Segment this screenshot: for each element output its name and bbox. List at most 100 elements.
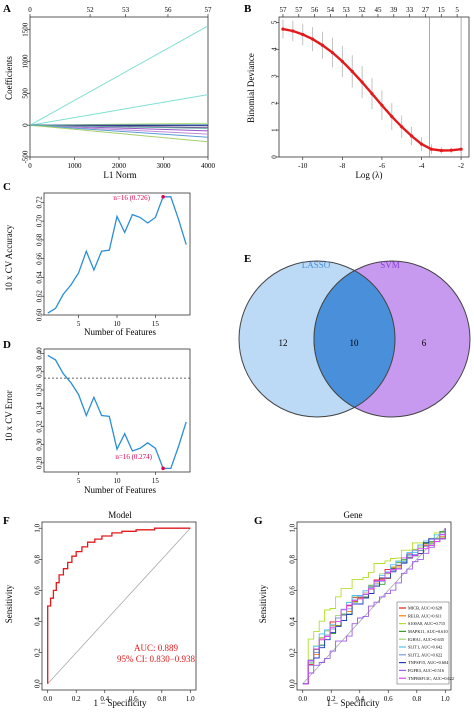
panel-a-ylabel: Coefficients [4,56,14,100]
venn-both-count: 10 [350,338,360,348]
panel-f-y-tick-label: 0.4 [34,617,42,626]
panel-a-top-tick-label: 57 [205,6,213,14]
panel-c-y-tick-label: 0.70 [36,215,44,228]
panel-d-y-tick-label: 0.36 [36,383,44,396]
panel-f-ci-text: 95% CI: 0.830−0.938 [117,654,196,664]
panel-d-ylabel: 10 x CV Error [4,390,14,442]
panel-b-top-tick-label: 56 [311,6,319,14]
panel-b-point [311,37,315,41]
panel-c-frame [43,192,191,316]
panel-a-y-tick-label: 1500 [22,22,30,37]
panel-b-point [429,147,433,151]
panel-g-legend-label-0: MICB, AUC=0.628 [408,606,442,612]
panel-d-x-tick-label: 5 [77,477,81,485]
panel-a-path-7 [29,124,209,135]
panel-b-point [449,148,453,152]
panel-b-x-tick-label: -2 [458,162,464,170]
panel-b-x-tick-label: -4 [419,162,425,170]
panel-b-top-tick-label: 57 [295,6,303,14]
panel-g-y-tick-label: 0.2 [289,648,297,657]
panel-b-point [320,43,325,47]
panel-b-top-tick-label: 27 [422,6,430,14]
panel-d-x-tick-label: 10 [114,477,122,485]
panel-b-ylabel: Binomial Deviance [246,53,256,123]
panel-g-legend-label-5: SLIT1, AUC=0.642 [408,645,442,651]
panel-d-best-point [161,466,165,471]
panel-a-top-tick-label: 56 [164,6,172,14]
panel-c-y-tick-label: 0.68 [36,233,44,246]
venn-lasso-only-count: 12 [279,338,288,348]
panel-g-y-tick-label: 0.4 [289,617,297,626]
panel-d-annotation: n=16 (0.274) [115,453,152,461]
panel-b-point [330,50,335,55]
panel-d-y-tick-label: 0.30 [36,438,44,451]
panel-b-top-tick-label: 57 [279,6,287,14]
panel-a-y-tick-label: 0 [22,123,30,127]
panel-b-point [400,125,404,129]
panel-g-x-tick-label: 0.6 [384,695,393,703]
panel-a-path-1 [29,94,209,126]
panel-f-x-tick-label: 0.8 [157,695,166,703]
panel-f-ylabel: Sensitivity [4,584,14,623]
panel-g-legend-label-2: S100A8, AUC=0.715 [408,621,445,627]
panel-d-y-tick-label: 0.40 [36,347,44,360]
panel-a-path-9 [29,124,209,143]
venn-overlap [313,270,396,408]
panel-letter-b: B [244,3,252,15]
panel-b-top-tick-label: 5 [455,6,459,14]
panel-d-line [47,354,187,470]
panel-letter-c: C [3,181,11,193]
panel-b-y-tick-label: 1 [271,128,279,132]
panel-a-x-tick-label: 3000 [157,162,172,170]
panel-d-y-tick-label: 0.38 [36,365,44,378]
panel-b-top-tick-label: 39 [390,6,398,14]
panel-g-y-tick-label: 0.8 [289,554,297,563]
panel-f-x-tick-label: 0.0 [43,695,52,703]
panel-g-roc-line-9 [302,528,446,685]
panel-d-xlabel: Number of Features [84,485,156,495]
panel-c-y-tick-label: 0.64 [36,271,44,284]
panel-b-top-tick-label: 33 [406,6,414,14]
panel-b-point [380,103,384,107]
panel-f-x-tick-label: 1.0 [186,695,195,703]
panel-d-x-tick-label: 15 [152,477,160,485]
panel-a-path-0 [29,25,209,126]
panel-b-point [390,115,394,119]
panel-a-path-10 [29,124,209,129]
panel-g-legend-label-4: IGHA1, AUC=0.635 [408,637,444,643]
panel-a-top-tick-label: 0 [28,6,32,14]
panel-f-y-tick-label: 0.8 [34,554,42,563]
panel-a-y-tick-label: 500 [22,88,30,99]
panel-a-x-tick-label: 1000 [68,162,83,170]
panel-c-y-tick-label: 0.72 [36,196,44,209]
panel-a-x-tick-label: 0 [28,162,32,170]
panel-g-x-tick-label: 1.0 [441,695,450,703]
panel-b-top-tick-label: 45 [374,6,382,14]
panel-c-y-tick-label: 0.62 [36,290,44,303]
panel-g-roc-line-8 [302,528,446,685]
panel-f-diagonal [47,527,191,685]
panel-f-frame [41,521,197,691]
panel-c-ylabel: 10 x CV Accuracy [4,224,14,291]
panel-b-top-tick-label: 54 [327,6,335,14]
panel-g-y-tick-label: 0.6 [289,586,297,595]
panel-f-title: Model [108,510,132,520]
panel-f-y-tick-label: 0.0 [34,679,42,688]
panel-b-point [340,59,344,64]
panel-f-x-tick-label: 0.2 [72,695,81,703]
panel-g-title: Gene [344,510,363,520]
venn-lasso-label: LASSO [302,260,331,270]
panel-a-x-tick-label: 2000 [112,162,127,170]
panel-g-x-tick-label: 0.8 [412,695,421,703]
panel-letter-g: G [254,515,263,527]
panel-g-x-tick-label: 0.4 [355,695,364,703]
panel-f-roc-line [47,527,191,684]
panel-d-y-tick-label: 0.28 [36,456,44,469]
panel-a-y-tick-label: 1000 [22,54,30,69]
panel-a-top-tick-label: 52 [87,6,95,14]
panel-a-y-tick-label: -500 [22,150,30,163]
panel-f-auc-text: AUC: 0.889 [134,643,179,653]
panel-g-frame [296,521,452,691]
